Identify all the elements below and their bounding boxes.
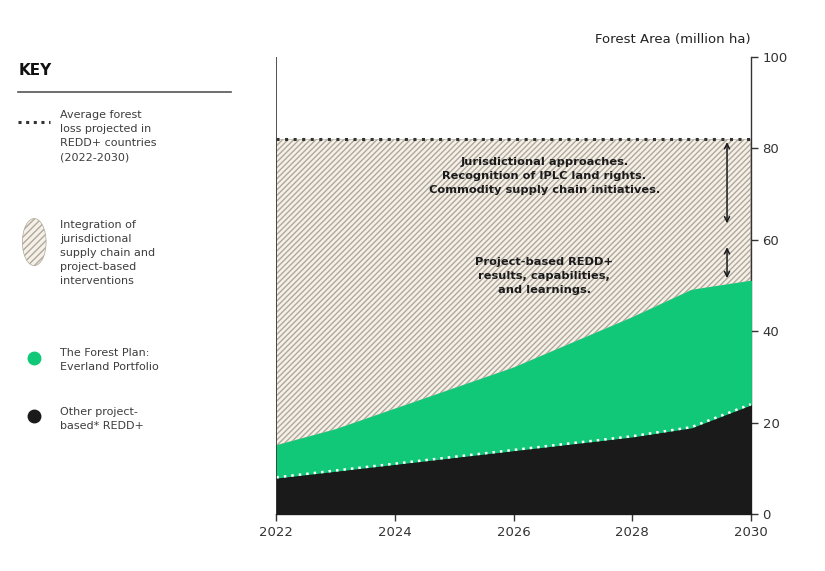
Text: Forest Area (million ha): Forest Area (million ha)	[595, 33, 751, 46]
Text: Other project-
based* REDD+: Other project- based* REDD+	[60, 407, 144, 431]
Text: Jurisdictional approaches.
Recognition of IPLC land rights.
Commodity supply cha: Jurisdictional approaches. Recognition o…	[429, 157, 660, 195]
Text: Integration of
jurisdictional
supply chain and
project-based
interventions: Integration of jurisdictional supply cha…	[60, 220, 155, 286]
Text: Project-based REDD+
results, capabilities,
and learnings.: Project-based REDD+ results, capabilitie…	[475, 258, 614, 295]
Text: KEY: KEY	[18, 63, 51, 78]
Text: The Forest Plan:
Everland Portfolio: The Forest Plan: Everland Portfolio	[60, 348, 159, 372]
Text: Average forest
loss projected in
REDD+ countries
(2022-2030): Average forest loss projected in REDD+ c…	[60, 111, 157, 163]
Circle shape	[22, 219, 46, 266]
